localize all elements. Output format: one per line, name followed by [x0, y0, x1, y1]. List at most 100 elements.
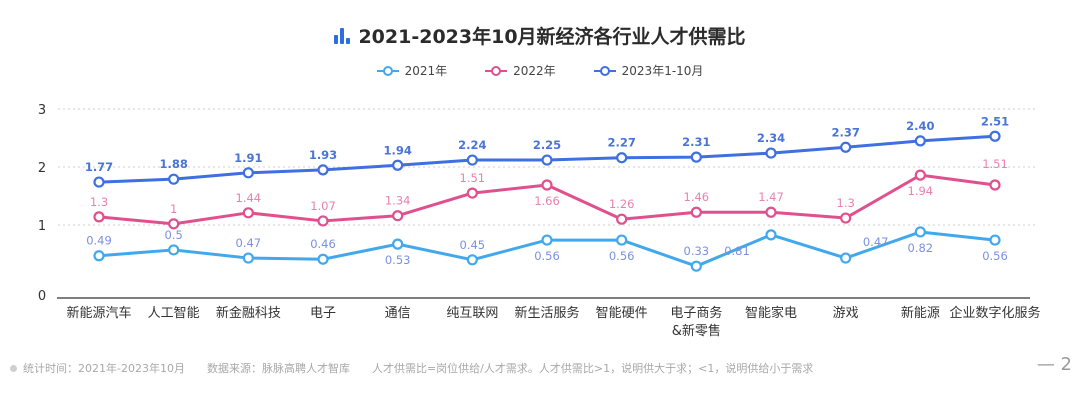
data-point [392, 238, 404, 250]
data-label: 1.07 [310, 199, 336, 213]
footer-note: 人才供需比=岗位供给/人才需求。人才供需比>1，说明供大于求；<1，说明供给小于… [371, 362, 814, 375]
data-label: 0.56 [534, 249, 560, 263]
data-point [989, 234, 1001, 246]
legend-line-marker-icon [593, 65, 616, 76]
x-tick-label: 通信 [385, 306, 411, 321]
data-label: 2.25 [533, 138, 561, 152]
data-label: 1.3 [90, 195, 108, 209]
data-point [317, 164, 329, 176]
data-point [765, 147, 777, 159]
footer-period: 统计时间：2021年-2023年10月 [10, 360, 185, 376]
data-label: 1.94 [908, 184, 934, 198]
y-tick-label: 3 [38, 103, 46, 118]
x-tick-label: 新能源 [901, 305, 940, 321]
data-label: 2.34 [757, 131, 785, 145]
data-point [616, 152, 628, 164]
data-label: 1.91 [234, 151, 262, 165]
x-tick-label: 智能家电 [745, 305, 797, 321]
data-point [466, 154, 478, 166]
legend-item-2022[interactable]: 2022年 [485, 62, 556, 79]
data-label: 0.82 [908, 241, 934, 255]
data-point [989, 179, 1001, 191]
data-point [541, 179, 553, 191]
data-label: 2.51 [981, 114, 1009, 128]
data-point [690, 151, 702, 163]
x-tick-label: 企业数字化服务 [949, 305, 1040, 321]
data-label: 1.46 [684, 190, 710, 204]
data-point [840, 252, 852, 264]
data-point [392, 159, 404, 171]
x-tick-label: 新金融科技 [216, 305, 281, 321]
data-point [317, 215, 329, 227]
legend-line-marker-icon [376, 65, 399, 76]
legend-line-marker-icon [485, 65, 508, 76]
data-label: 1.47 [758, 190, 784, 204]
data-label: 0.81 [724, 244, 750, 258]
data-label: 1.26 [609, 197, 635, 211]
x-tick-label: &新零售 [672, 323, 721, 339]
legend-label: 2022年 [513, 64, 556, 78]
data-label: 1.44 [236, 191, 262, 205]
data-label: 0.47 [236, 236, 262, 250]
data-point [914, 135, 926, 147]
chart-title-wrap: 2021-2023年10月新经济各行业人才供需比 [0, 22, 1080, 49]
data-point [168, 173, 180, 185]
data-label: 0.53 [385, 253, 411, 267]
data-point [168, 218, 180, 230]
data-point [541, 154, 553, 166]
data-label: 2.40 [906, 119, 934, 133]
data-label: 1.3 [837, 196, 855, 210]
data-point [765, 229, 777, 241]
data-point [616, 234, 628, 246]
legend-label: 2023年1-10月 [621, 64, 704, 78]
data-label: 1.34 [385, 194, 411, 208]
data-point [93, 250, 105, 262]
x-tick-label: 电子商务 [670, 305, 722, 321]
x-tick-label: 人工智能 [148, 306, 200, 321]
y-tick-label: 1 [38, 219, 46, 234]
data-label: 1.94 [383, 143, 411, 157]
x-tick-label: 新能源汽车 [66, 305, 131, 321]
footer-source: 数据来源：脉脉高聘人才智库 [206, 362, 350, 375]
data-point [168, 244, 180, 256]
y-tick-label: 2 [38, 161, 46, 176]
data-point [242, 252, 254, 264]
chart-footer: 统计时间：2021年-2023年10月 数据来源：脉脉高聘人才智库 人才供需比=… [10, 360, 813, 376]
data-point [242, 207, 254, 219]
x-tick-label: 新生活服务 [514, 305, 579, 321]
data-label: 0.5 [165, 228, 183, 242]
data-point [541, 234, 553, 246]
x-tick-label: 纯互联网 [446, 306, 498, 321]
data-point [616, 213, 628, 225]
y-tick-label: 0 [38, 289, 46, 304]
data-label: 0.49 [86, 234, 112, 248]
data-point [840, 141, 852, 153]
legend-item-2021[interactable]: 2021年 [376, 62, 447, 79]
data-point [690, 206, 702, 218]
data-point [466, 187, 478, 199]
x-tick-label: 电子 [310, 306, 336, 321]
bar-chart-icon [334, 27, 351, 44]
data-point [840, 212, 852, 224]
data-label: 1.66 [534, 194, 560, 208]
data-label: 2.37 [831, 125, 859, 139]
data-label: 1.51 [460, 171, 486, 185]
data-label: 0.45 [460, 238, 486, 252]
data-label: 2.31 [682, 135, 710, 149]
chart-title: 2021-2023年10月新经济各行业人才供需比 [358, 26, 746, 48]
chart-legend: 2021年 2022年 2023年1-10月 [0, 62, 1080, 79]
x-tick-label: 游戏 [833, 306, 859, 321]
data-point [317, 253, 329, 265]
x-tick-label: 智能硬件 [596, 306, 648, 321]
data-label: 0.46 [310, 237, 336, 251]
data-point [914, 226, 926, 238]
data-label: 0.56 [609, 249, 635, 263]
legend-item-2023[interactable]: 2023年1-10月 [593, 62, 704, 79]
data-point [93, 176, 105, 188]
data-point [989, 130, 1001, 142]
data-label: 1 [170, 202, 177, 216]
data-label: 1.51 [982, 157, 1008, 171]
data-label: 0.33 [684, 244, 710, 258]
data-label: 1.77 [85, 160, 113, 174]
